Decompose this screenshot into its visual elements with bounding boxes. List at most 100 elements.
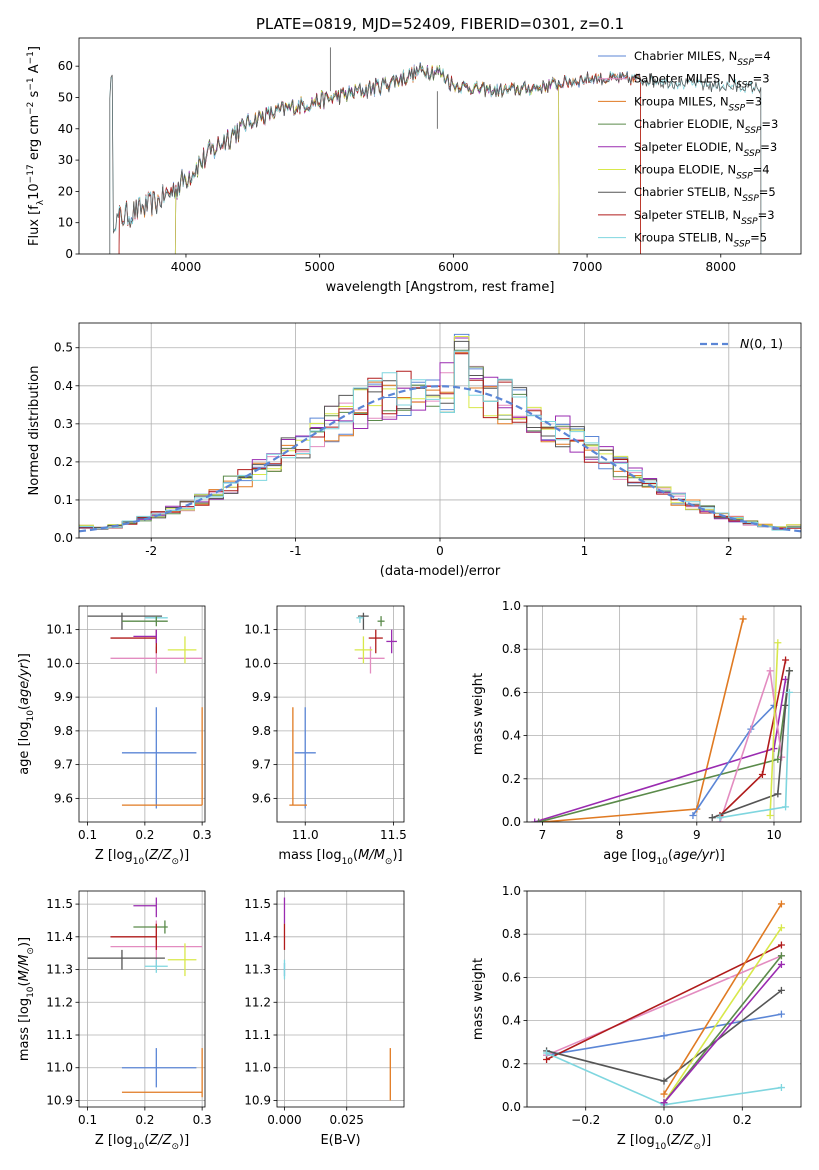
y-tick-label: 0.6 [502, 970, 521, 984]
y-tick-label: 0.4 [502, 1014, 521, 1028]
y-tick-label: 0.0 [502, 815, 521, 829]
plot-content [109, 47, 762, 254]
x-tick-label: 8 [616, 828, 624, 842]
weight-point-marker [716, 814, 724, 822]
y-tick-label: 10 [58, 216, 73, 230]
y-tick-label: 9.9 [252, 690, 271, 704]
weight-point-marker [766, 812, 774, 820]
legend-entry: N(0, 1) [740, 336, 783, 351]
weight-series-line [769, 642, 779, 816]
y-tick-label: 9.8 [54, 724, 73, 738]
y-tick-label: 9.6 [54, 791, 73, 805]
axes-frame [78, 605, 206, 823]
weight-point-marker [766, 667, 774, 675]
weight-point-marker [777, 1010, 785, 1018]
weight-point-marker [660, 1032, 668, 1040]
histogram-series [79, 350, 801, 531]
y-tick-label: 11.1 [46, 1028, 73, 1042]
x-axis-label: wavelength [Angstrom, rest frame] [326, 280, 555, 295]
weight-point-marker [774, 790, 782, 798]
y-tick-label: 1.0 [502, 884, 521, 898]
mass-vs-extinction-plot: 0.000 0.025 10.9 11.0 11.1 11.2 11.3 11.4 11.5 E(… [244, 890, 405, 1148]
y-tick-label: 11.3 [244, 963, 271, 977]
y-tick-label: 0.8 [502, 927, 521, 941]
y-tick-label: 11.0 [244, 1061, 271, 1075]
weight-point-marker [531, 818, 539, 822]
x-axis-label: age [log10(age/yr)] [603, 848, 725, 867]
weight-point-marker [782, 803, 790, 811]
y-tick-label: 10.1 [46, 623, 73, 637]
legend-entry: Salpeter ELODIE, NSSP=3 [634, 140, 777, 159]
weight-point-marker [535, 818, 543, 822]
weight-point-marker [777, 941, 785, 949]
y-axis-label: mass weight [471, 673, 486, 755]
y-tick-label: 10.9 [244, 1093, 271, 1107]
y-tick-label: 9.8 [252, 724, 271, 738]
x-tick-label: -1 [290, 544, 302, 558]
weight-series-line [538, 670, 791, 822]
weight-point-marker [785, 688, 793, 696]
weight-point-marker [777, 900, 785, 908]
x-tick-label: 5000 [304, 260, 335, 274]
x-tick-label: 0.1 [78, 1113, 97, 1127]
x-tick-label: 0.2 [135, 828, 154, 842]
weight-point-marker [777, 986, 785, 994]
legend-entry: Salpeter MILES, NSSP=3 [634, 72, 770, 91]
axes-frame [78, 890, 206, 1108]
plot-content [531, 615, 793, 822]
x-tick-label: 9 [693, 828, 701, 842]
legend-entry: Kroupa STELIB, NSSP=5 [634, 231, 767, 250]
y-tick-label: 10.0 [244, 656, 271, 670]
age-vs-mass-plot: 11.0 11.5 9.6 9.7 9.8 9.9 10.0 10.1 mass [log10(… [244, 605, 407, 867]
residual-histogram-plot: -2 -1 0 1 2 0.0 0.1 0.2 0.3 0.4 0.5 (data-model)/er… [27, 322, 802, 579]
plot-content [283, 897, 391, 1101]
y-tick-label: 0.4 [502, 729, 521, 743]
x-axis-label: Z [log10(Z/Z⊙)] [617, 1133, 711, 1152]
axes-frame [276, 605, 405, 823]
y-tick-label: 10.9 [46, 1093, 73, 1107]
y-tick-label: 0 [65, 247, 73, 261]
y-tick-label: 0.2 [502, 1057, 521, 1071]
y-tick-label: 10.0 [46, 656, 73, 670]
age-vs-metallicity-plot: 0.1 0.2 0.3 9.6 9.7 9.8 9.9 10.0 10.1 Z [log10(Z/… [17, 605, 212, 867]
x-tick-label: 1 [581, 544, 589, 558]
x-tick-label: 8000 [706, 260, 737, 274]
y-axis-label: mass [log10(M/M⊙)] [17, 937, 36, 1061]
x-axis-label: E(B-V) [320, 1133, 360, 1148]
weight-point-marker [785, 667, 793, 675]
y-tick-label: 60 [58, 59, 73, 73]
y-tick-label: 50 [58, 90, 73, 104]
y-tick-label: 9.7 [54, 758, 73, 772]
plot-content [543, 900, 785, 1107]
weight-vs-age-plot: 7 8 9 10 0.0 0.2 0.4 0.6 0.8 1.0 age [log10(age/yr… [471, 599, 802, 867]
weight-point-marker [660, 1090, 668, 1098]
y-tick-label: 0.3 [54, 417, 73, 431]
y-tick-label: 11.1 [244, 1028, 271, 1042]
y-tick-label: 11.2 [244, 995, 271, 1009]
weight-series-line [663, 955, 783, 1104]
y-tick-label: 11.2 [46, 995, 73, 1009]
y-tick-label: 9.6 [252, 791, 271, 805]
y-axis-label: mass weight [471, 958, 486, 1040]
spectrum-line [109, 62, 762, 254]
x-tick-label: −0.2 [571, 1113, 600, 1127]
y-tick-label: 0.6 [502, 685, 521, 699]
weight-point-marker [543, 1049, 551, 1057]
x-axis-label: Z [log10(Z/Z⊙)] [95, 848, 189, 867]
x-tick-label: 0.3 [193, 828, 212, 842]
weight-point-marker [777, 1084, 785, 1092]
y-tick-label: 0.0 [502, 1100, 521, 1114]
weight-point-marker [774, 639, 782, 647]
x-tick-label: -2 [145, 544, 157, 558]
y-tick-label: 9.7 [252, 758, 271, 772]
x-axis-label: mass [log10(M/M⊙)] [278, 848, 402, 867]
x-tick-label: 2 [725, 544, 733, 558]
weight-point-marker [777, 960, 785, 968]
plot-content [289, 612, 397, 809]
x-tick-label: 10 [766, 828, 781, 842]
weight-point-marker [782, 656, 790, 664]
weight-series-line [711, 670, 791, 819]
legend: Chabrier MILES, NSSP=4 Salpeter MILES, NS… [598, 49, 778, 250]
y-tick-label: 20 [58, 184, 73, 198]
